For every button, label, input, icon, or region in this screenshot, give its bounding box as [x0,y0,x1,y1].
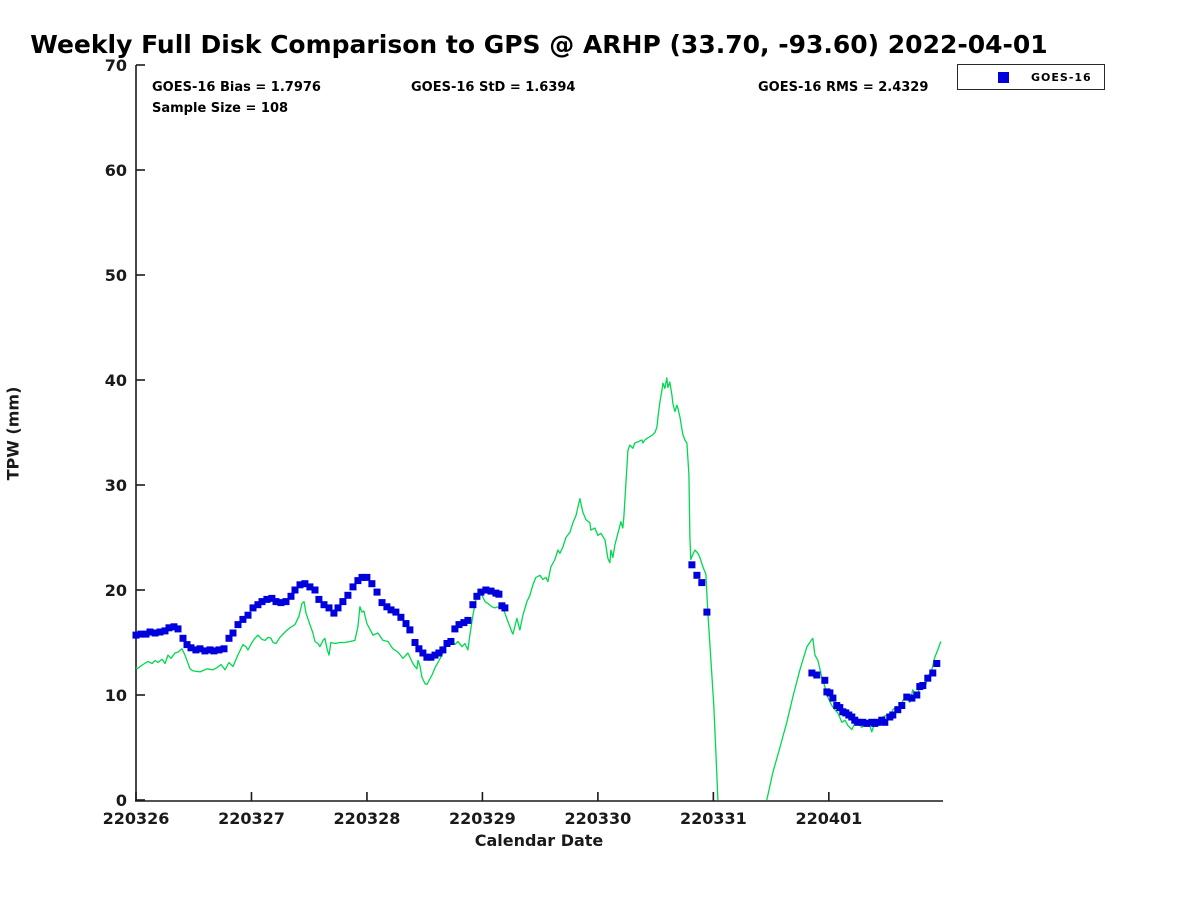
y-tick-label: 70 [105,56,127,75]
stat-bias: GOES-16 Bias = 1.7976 [152,80,321,95]
tick-marks [135,64,830,801]
goes16-markers [132,561,941,727]
x-tick-label: 220328 [334,809,401,828]
axes [135,65,943,802]
y-tick-label: 50 [105,266,127,285]
y-tick-label: 10 [105,686,127,705]
stat-sample-size: Sample Size = 108 [152,101,289,116]
y-tick-label: 0 [116,791,127,810]
y-tick-label: 20 [105,581,127,600]
y-tick-label: 60 [105,161,127,180]
x-tick-label: 220331 [680,809,747,828]
x-tick-label: 220327 [218,809,285,828]
y-tick-label: 40 [105,371,127,390]
x-tick-label: 220401 [795,809,862,828]
gps-line [135,377,942,801]
chart-title: Weekly Full Disk Comparison to GPS @ ARH… [30,30,1048,59]
x-tick-label: 220329 [449,809,516,828]
x-tick-label: 220326 [103,809,170,828]
goes16-square-marker-icon [998,71,1009,83]
x-tick-label: 220330 [564,809,631,828]
legend: GOES-16 [957,64,1105,90]
y-tick-label: 30 [105,476,127,495]
stat-rms: GOES-16 RMS = 2.4329 [758,80,929,95]
stat-std: GOES-16 StD = 1.6394 [411,80,576,95]
legend-label-goes16: GOES-16 [1031,70,1092,84]
tick-labels: 0 10 20 30 40 50 60 70 220326 220327 220328 220329 2… [103,56,863,828]
x-axis-label: Calendar Date [474,831,604,850]
